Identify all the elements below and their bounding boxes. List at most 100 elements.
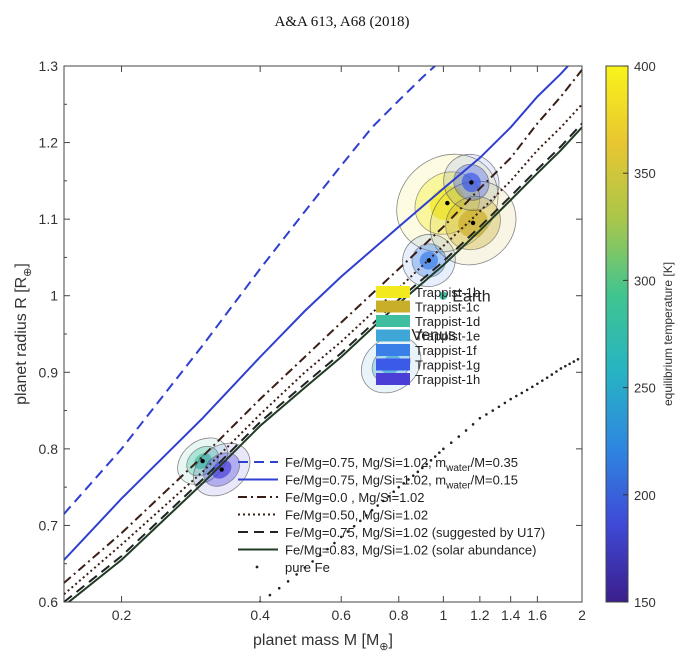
posterior-contour [429,180,517,266]
legend-label-trappist-1f: Trappist-1f [415,343,477,358]
pure-fe-dot [442,447,445,451]
pure-fe-dot [346,530,350,533]
colorbar-tick-label: 150 [634,595,656,610]
venus-label: Venus [411,327,455,344]
legend-curve-label-1: Fe/Mg=0.75, Mg/Si=1.02, mwater/M=0.15 [285,473,518,492]
pure-fe-dot [433,455,437,458]
axis-ticks: 0.2 0.4 0.6 0.8 1 1.2 1.4 1.6 2 0.6 0.7 0.8 0.9 1 1.1 1… [39,58,587,623]
x-tick-label: 0.8 [389,607,409,623]
curve-2 [64,69,582,584]
pure-fe-dot [485,413,488,416]
y-tick-label: 0.9 [39,364,59,380]
curve-4 [64,122,582,602]
legend-curve-label-2: Fe/Mg=0.0 , Mg/Si=1.02 [285,490,424,505]
pure-fe-dot [545,376,549,379]
colorbar-tick-label: 200 [634,488,656,503]
y-tick-label: 1.3 [39,58,59,74]
x-tick-label: 0.6 [331,607,351,623]
legend-swatch-trappist-1h [376,373,410,385]
pure-fe-dot [572,360,576,363]
pure-fe-dot [471,423,475,426]
colorbar-tick-label: 350 [634,166,656,181]
planet-point [469,180,474,185]
earth-marker [439,291,448,300]
pure-fe-dot [387,495,390,498]
legend-curve-label-0: Fe/Mg=0.75, Mg/Si=1.02, mwater/M=0.35 [285,455,518,474]
x-tick-label: 1.6 [528,607,548,623]
legend-swatch-trappist-1e [376,329,410,342]
posterior-contour [443,153,500,211]
pure-fe-dot [318,553,322,557]
pure-fe-dot [370,508,374,512]
pure-fe-dot [311,560,314,563]
x-tick-label: 1.4 [501,607,521,623]
x-tick-label: 1 [439,607,447,623]
pure-fe-dot [411,474,415,477]
pure-fe-dot [381,499,385,503]
journal-header: A&A 613, A68 (2018) [274,14,410,30]
planet-legend: Trappist-1bTrappist-1cTrappist-1dTrappis… [376,285,480,387]
pure-fe-dot [429,459,433,462]
legend-label-trappist-1b: Trappist-1b [415,285,480,300]
pure-fe-dot [397,485,401,489]
y-tick-label: 0.8 [39,441,59,457]
pure-fe-dot [392,490,395,494]
x-tick-label: 1.2 [470,607,490,623]
posterior-contour [453,164,490,201]
curve-0 [64,66,437,515]
pure-fe-dot [550,373,554,376]
pure-fe-dot [564,364,567,368]
pure-fe-dot [416,470,420,474]
pure-fe-dot [541,379,544,383]
pure-fe-dot [503,401,507,405]
legend-label-trappist-1c: Trappist-1c [415,300,480,315]
legend-curve-label-3: Fe/Mg=0.50, Mg/Si=1.02 [285,508,428,523]
earth-label: Earth [452,289,490,306]
pure-fe-dot [286,580,290,583]
legend-swatch-trappist-1g [376,358,410,371]
x-tick-label: 0.2 [112,607,132,623]
pure-fe-dot [520,391,524,395]
y-axis-label: planet radius R [R⊕] [13,263,34,405]
legend-label-trappist-1g: Trappist-1g [415,358,480,373]
pure-fe-dot [333,541,336,545]
pure-fe-dot [358,519,362,523]
pure-fe-dot [339,535,343,539]
planet-points [200,180,476,472]
annotations: Earth Venus [398,289,491,344]
planet-point [200,458,205,464]
pure-fe-dot [536,382,539,386]
curve-legend: Fe/Mg=0.75, Mg/Si=1.02, mwater/M=0.35Fe/… [238,455,545,575]
x-tick-label: 2 [578,607,586,623]
colorbar-label: equilibrium temperature [K] [661,262,675,406]
legend-swatch-trappist-1b [376,286,410,298]
legend-line-pure-fe [255,565,259,569]
colorbar: 150 200 250 300 350 400 equilibrium temperatur… [605,59,675,610]
pure-fe-dot [497,405,501,409]
y-tick-label: 1.2 [39,135,59,151]
planet-point [445,200,450,206]
legend-curve-label-4: Fe/Mg=0.75, Mg/Si=1.02 (suggested by U17… [285,525,545,540]
legend-swatch-trappist-1d [376,315,410,327]
legend-swatch-trappist-1c [376,300,410,313]
pure-fe-dot [576,357,580,361]
pure-fe-dot [277,586,281,590]
pure-fe-dot [515,394,518,398]
pure-fe-dot [491,409,495,412]
curve-1 [64,66,570,561]
y-tick-label: 1.1 [39,211,59,227]
pure-fe-dot [268,593,272,597]
pure-fe-dot [425,462,429,466]
pure-fe-dot [407,478,410,481]
colorbar-tick-label: 250 [634,381,656,396]
colorbar-gradient [605,65,629,603]
pure-fe-dot [376,504,379,507]
pure-fe-dot [509,397,512,401]
pure-fe-dot [555,370,558,373]
curve-pure-fe [258,357,580,602]
planet-point [470,220,476,226]
pure-fe-dot [364,514,368,517]
pure-fe-dot [326,547,329,551]
y-tick-label: 1 [50,288,58,304]
